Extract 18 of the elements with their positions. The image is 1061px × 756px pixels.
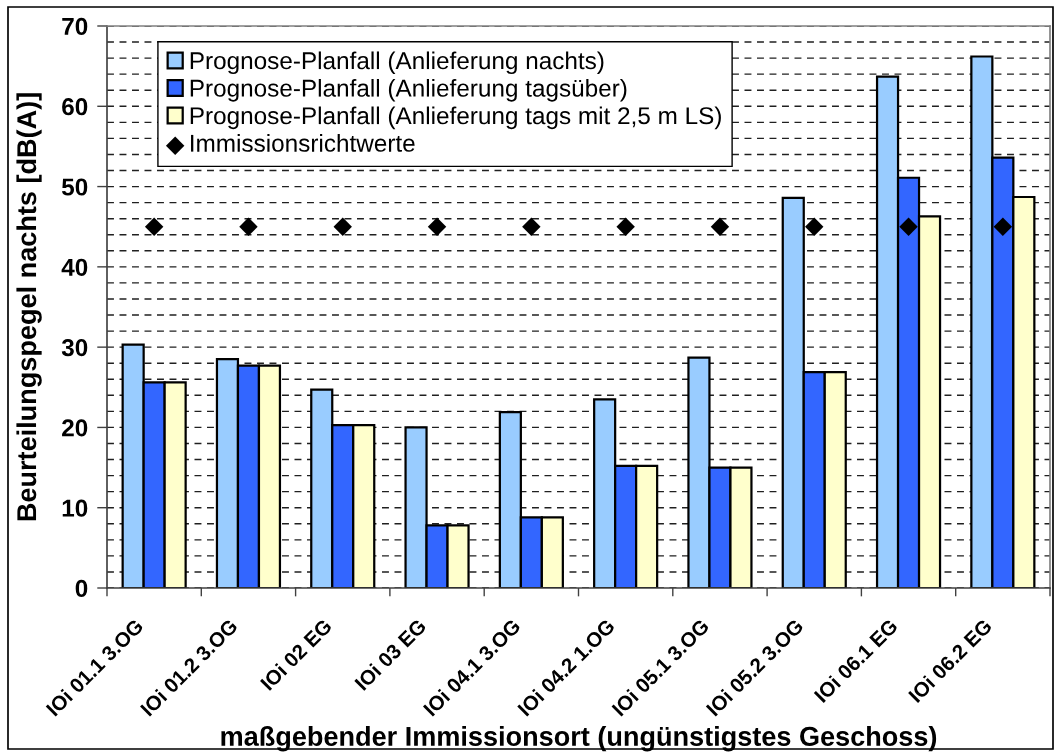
x-tick-label: IOi 06.2 EG xyxy=(907,618,993,704)
y-axis-title: Beurteilungspegel nachts [dB(A)] xyxy=(16,93,42,521)
y-tick-label: 50 xyxy=(61,178,88,196)
legend-label: Prognose-Planfall (Anlieferung tagsüber) xyxy=(190,78,627,102)
y-tick-label: 70 xyxy=(62,17,88,36)
y-tick-label: 30 xyxy=(61,338,88,357)
x-axis-title: maßgebender Immissionsort (ungünstigstes Geschoss) xyxy=(221,726,937,752)
x-tick-label: IOi 02 EG xyxy=(259,618,333,691)
y-tick-label: 10 xyxy=(62,499,88,517)
y-tick-label: 0 xyxy=(75,579,88,598)
y-tick-label: 60 xyxy=(62,98,88,116)
legend-label: Prognose-Planfall (Anlieferung tags mit 2,5 m LS) xyxy=(190,106,721,130)
y-tick-label: 40 xyxy=(61,258,88,276)
x-tick-label: IOi 06.1 EG xyxy=(813,618,899,704)
legend-label: Immissionsrichtwerte xyxy=(191,134,415,152)
x-tick-label: IOi 03 EG xyxy=(353,618,427,692)
y-tick-label: 20 xyxy=(62,419,88,437)
legend-label: Prognose-Planfall (Anlieferung nachts) xyxy=(190,51,604,75)
